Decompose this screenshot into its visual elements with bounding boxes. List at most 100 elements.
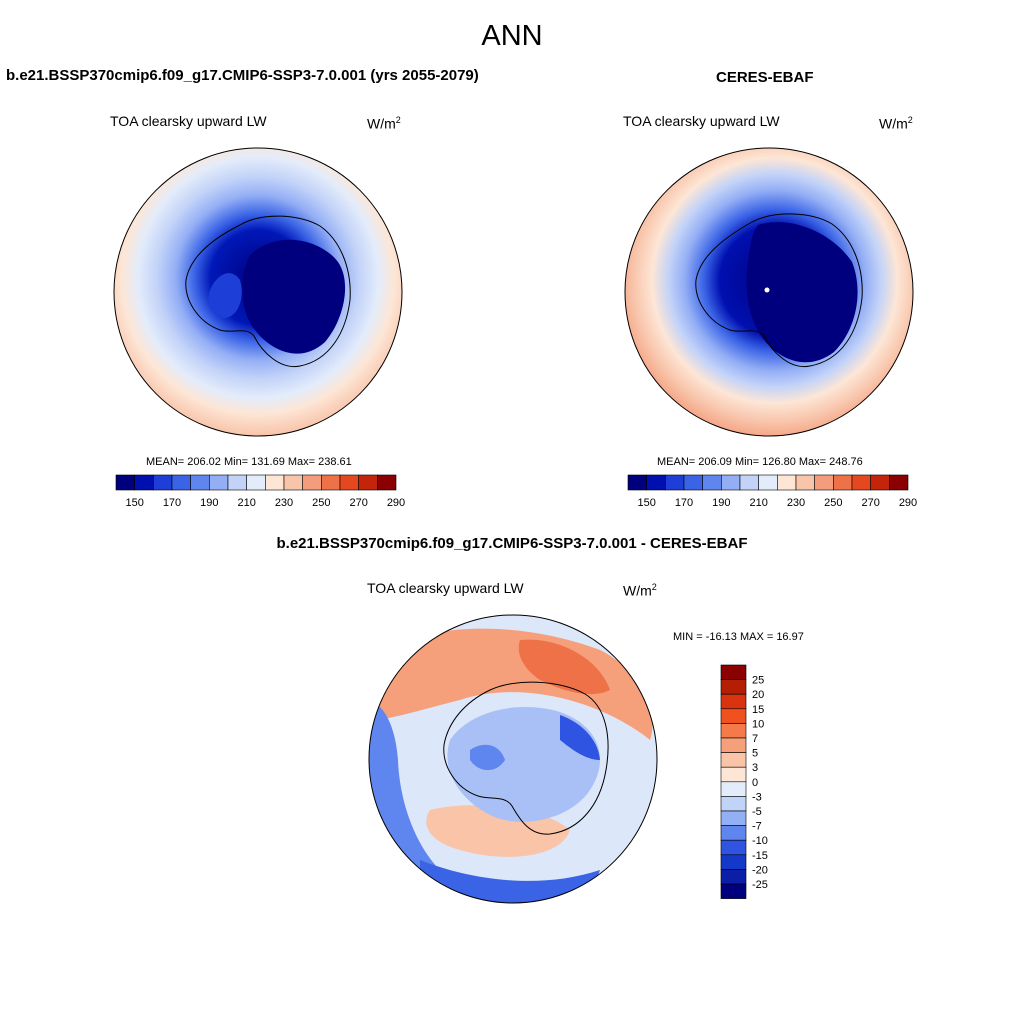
colorbar-box [321,474,341,491]
colorbar-box [227,474,247,491]
colorbar-tick-label: 250 [312,497,330,509]
panel3-stats: MIN = -16.13 MAX = 16.97 [673,631,804,643]
panel3-units: W/m2 [623,582,657,599]
colorbar-box [720,839,747,856]
colorbar-tick-label: 170 [163,497,181,509]
colorbar-tick-label: 25 [752,675,764,687]
panel2-title: CERES-EBAF [716,69,814,86]
colorbar-tick-label: 150 [637,497,655,509]
colorbar-tick-label: 5 [752,748,758,760]
colorbar-box [720,679,747,695]
colorbar-box [209,474,229,491]
colorbar-tick-label: 0 [752,777,758,789]
colorbar-box [339,474,359,491]
colorbar-tick-label: -25 [752,879,768,891]
panel2-stats: MEAN= 206.09 Min= 126.80 Max= 248.76 [657,456,863,468]
colorbar-difference: 25 20 15 10 7 5 3 0 -3 -5 -7 -10 -15 -20 -25 [720,664,768,899]
colorbar-box [814,474,834,491]
panel3-field-label: TOA clearsky upward LW [367,580,524,596]
colorbar-tick-label: -20 [752,864,768,876]
colorbar-box [683,474,703,491]
colorbar-box [171,474,191,491]
map-observations [624,147,914,437]
figure-title: ANN [481,20,543,52]
colorbar-box [721,474,741,491]
map-difference [368,614,658,904]
colorbar-box [720,766,747,783]
panel1-units: W/m2 [367,115,401,132]
colorbar-tick-label: 20 [752,689,764,701]
colorbar-box [283,474,303,491]
colorbar-box [302,474,322,491]
colorbar-box [665,474,685,491]
colorbar-box [377,474,397,491]
colorbar-box [870,474,890,491]
panel1-field-label: TOA clearsky upward LW [110,113,267,129]
colorbar-box [358,474,378,491]
colorbar-tick-label: 210 [237,497,255,509]
colorbar-tick-label: 230 [275,497,293,509]
colorbar-tick-label: 210 [749,497,767,509]
colorbar-box [246,474,266,491]
colorbar-tick-label: 270 [861,497,879,509]
colorbar-tick-label: 290 [387,497,405,509]
colorbar-tick-label: 3 [752,762,758,774]
pole-marker [764,287,770,293]
colorbar-tick-label: -10 [752,835,768,847]
colorbar-box [833,474,853,491]
antarctica-coastline-2 [695,213,863,368]
colorbar-tick-label: -7 [752,821,762,833]
colorbar-tick-label: -15 [752,850,768,862]
colorbar-box [720,883,747,899]
colorbar-box [720,708,747,724]
colorbar-box [627,474,647,491]
panel2-field-label: TOA clearsky upward LW [623,113,780,129]
colorbar-tick-label: 190 [712,497,730,509]
colorbar-box [720,781,747,797]
colorbar-box [720,737,747,753]
colorbar-observations: 150 170 190 210 230 250 270 290 [627,474,917,509]
colorbar-box [153,474,173,491]
colorbar-box [720,693,747,710]
colorbar-tick-label: 170 [675,497,693,509]
colorbar-box [720,854,747,870]
colorbar-tick-label: 15 [752,704,764,716]
colorbar-box [720,810,747,826]
colorbar-box [720,752,747,768]
colorbar-box [190,474,210,491]
colorbar-box [720,869,747,885]
colorbar-tick-label: 250 [824,497,842,509]
colorbar-tick-label: 270 [349,497,367,509]
colorbar-box [889,474,909,491]
colorbar-box [265,474,285,491]
colorbar-tick-label: 190 [200,497,218,509]
antarctica-coastline-3 [443,681,609,835]
colorbar-box [134,474,154,491]
colorbar-box [720,796,747,812]
panel1-stats: MEAN= 206.02 Min= 131.69 Max= 238.61 [146,456,352,468]
panel2-units: W/m2 [879,115,913,132]
colorbar-tick-label: -3 [752,791,762,803]
colorbar-tick-label: 10 [752,718,764,730]
colorbar-tick-label: 290 [899,497,917,509]
colorbar-box [795,474,815,491]
antarctica-coastline-1 [185,215,351,368]
panel1-title: b.e21.BSSP370cmip6.f09_g17.CMIP6-SSP3-7.… [6,67,479,84]
colorbar-box [739,474,759,491]
colorbar-tick-label: 230 [787,497,805,509]
colorbar-box [702,474,722,491]
colorbar-box [720,825,747,841]
colorbar-box [758,474,778,491]
colorbar-model: 150 170 190 210 230 250 270 290 [115,474,405,509]
map-model [113,147,403,437]
colorbar-box [720,664,747,680]
colorbar-tick-label: 7 [752,733,758,745]
colorbar-box [851,474,871,491]
colorbar-box [115,474,135,491]
colorbar-tick-label: 150 [125,497,143,509]
colorbar-box [646,474,666,491]
colorbar-tick-label: -5 [752,806,762,818]
colorbar-box [777,474,797,491]
colorbar-box [720,723,747,739]
